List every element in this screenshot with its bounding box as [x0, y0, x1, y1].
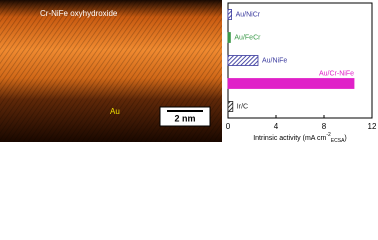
- figure: Cr-NiFe oxyhydroxide Au 2 nm Au/NiCr Au/F…: [0, 0, 377, 142]
- x-tick-label: 8: [322, 122, 327, 131]
- scale-bar-label: 2 nm: [174, 113, 195, 123]
- bar: [227, 78, 355, 89]
- x-axis-label-sup: -2: [326, 132, 331, 138]
- bar: [227, 101, 234, 112]
- bar: [227, 55, 259, 66]
- bar-label: Au/NiCr: [236, 11, 261, 18]
- x-axis-label: Intrinsic activity (mA cm-2ECSA): [253, 132, 347, 142]
- x-tick-label: 4: [274, 122, 279, 131]
- x-axis-label-text: Intrinsic activity (mA cm: [253, 135, 326, 142]
- x-tick-label: 0: [226, 122, 231, 131]
- image-label: Cr-NiFe oxyhydroxide: [40, 9, 118, 18]
- x-axis-label-close: ): [344, 135, 346, 142]
- chart: Au/NiCr Au/FeCr Au/NiFe Au/Cr-NiFe Ir/C 0 4 8 12…: [226, 2, 377, 142]
- image-label: Au: [110, 107, 120, 116]
- x-tick-label: 12: [368, 122, 377, 131]
- bar-label: Au/NiFe: [262, 57, 287, 64]
- tem-image: Cr-NiFe oxyhydroxide Au 2 nm: [0, 0, 222, 142]
- bar-label: Ir/C: [237, 103, 248, 110]
- bar: [227, 32, 231, 43]
- x-axis-label-sub: ECSA: [331, 138, 345, 142]
- bar-label: Au/FeCr: [234, 34, 261, 41]
- bar: [227, 9, 232, 20]
- bar-label: Au/Cr-NiFe: [319, 70, 354, 77]
